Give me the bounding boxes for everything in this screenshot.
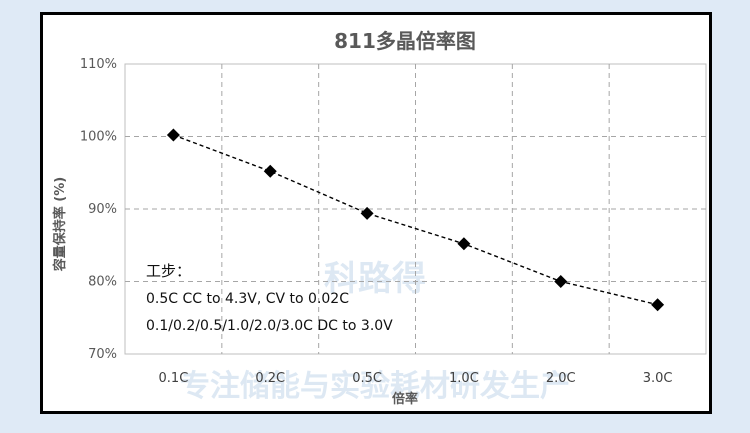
- trendline: [173, 134, 658, 306]
- chart-title: 811多晶倍率图: [334, 29, 476, 53]
- left-margin: [0, 0, 40, 433]
- x-tick-label: 3.0C: [643, 371, 673, 386]
- x-tick-label: 0.1C: [159, 371, 189, 386]
- y-axis-label: 容量保持率 (%): [52, 177, 68, 272]
- data-point: [554, 275, 568, 288]
- watermark-logo: 科路得: [324, 259, 426, 299]
- data-point: [360, 206, 374, 220]
- annotation-line-2: 0.1/0.2/0.5/1.0/2.0/3.0C DC to 3.0V: [146, 318, 393, 334]
- data-point: [263, 164, 277, 178]
- data-points: [166, 128, 665, 312]
- x-tick-label: 2.0C: [546, 371, 576, 386]
- annotation-heading: 工步：: [146, 262, 191, 280]
- y-tick-label: 70%: [88, 347, 117, 362]
- watermark: 科路得 专注储能与实验耗材研发生产: [180, 259, 570, 404]
- data-point: [166, 128, 180, 142]
- y-tick-label: 90%: [88, 202, 117, 217]
- y-tick-labels: 70% 80% 90% 100% 110%: [80, 57, 117, 362]
- annotation-line-1: 0.5C CC to 4.3V, CV to 0.02C: [146, 291, 349, 307]
- grid: [125, 64, 706, 354]
- watermark-tagline: 专注储能与实验耗材研发生产: [180, 369, 570, 404]
- y-tick-label: 110%: [80, 57, 117, 72]
- chart-frame: [40, 12, 712, 414]
- right-margin: [718, 0, 750, 433]
- x-tick-label: 0.5C: [352, 371, 382, 386]
- x-tick-labels: 0.1C 0.2C 0.5C 1.0C 2.0C 3.0C: [159, 371, 673, 386]
- y-tick-label: 80%: [88, 275, 117, 290]
- data-point: [457, 237, 471, 251]
- x-axis-label: 倍率: [392, 391, 418, 407]
- annotation: 工步： 0.5C CC to 4.3V, CV to 0.02C 0.1/0.2…: [146, 262, 393, 334]
- x-tick-label: 0.2C: [255, 371, 285, 386]
- y-tick-label: 100%: [80, 130, 117, 145]
- data-point: [651, 298, 665, 312]
- x-tick-label: 1.0C: [449, 371, 479, 386]
